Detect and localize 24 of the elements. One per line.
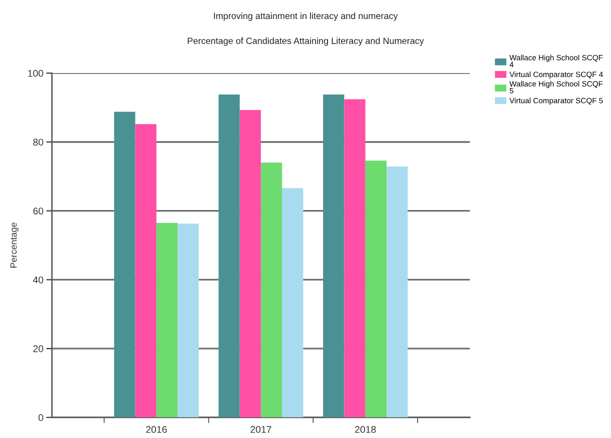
bar — [260, 162, 282, 418]
bar — [282, 188, 304, 418]
bar — [218, 94, 240, 418]
bar — [178, 224, 199, 418]
y-tick-label: 100 — [28, 70, 44, 77]
chart-title: Improving attainment in literacy and numeracy — [214, 12, 398, 21]
y-tick-label: 40 — [33, 276, 44, 284]
bar — [323, 94, 344, 418]
y-tick-label: 80 — [33, 138, 44, 146]
y-axis-title: Percentage — [10, 222, 19, 268]
bar — [240, 110, 261, 418]
y-tick-label: 20 — [33, 345, 44, 352]
bar — [365, 160, 387, 418]
y-tick-label: 60 — [33, 208, 44, 214]
chart-subtitle: Percentage of Candidates Attaining Literacy and Numeracy — [188, 37, 424, 46]
bar — [135, 124, 156, 418]
bar — [156, 222, 178, 418]
x-tick-label: 2018 — [355, 426, 376, 433]
bar — [114, 112, 136, 418]
x-tick-label: 2017 — [250, 426, 272, 433]
bar — [386, 166, 408, 418]
bar — [344, 99, 366, 418]
y-tick-label: 0 — [38, 414, 44, 422]
x-tick-label: 2016 — [146, 426, 167, 433]
